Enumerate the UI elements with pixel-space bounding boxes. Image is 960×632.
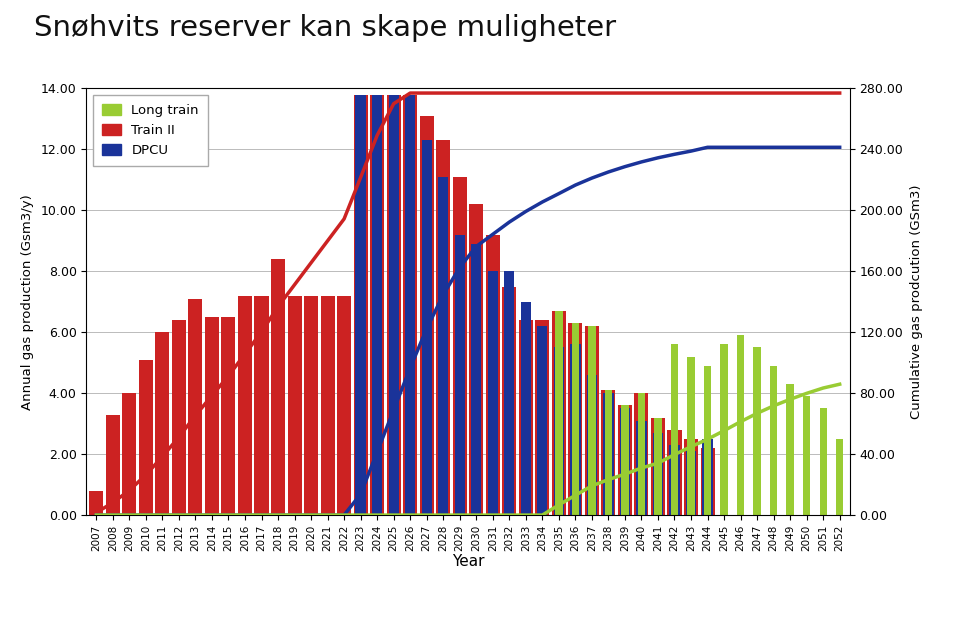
Bar — [518, 320, 533, 515]
Bar — [188, 299, 203, 515]
Bar — [737, 336, 744, 515]
Bar — [618, 405, 632, 515]
Bar — [304, 296, 318, 515]
Bar — [605, 390, 612, 515]
Bar — [337, 296, 351, 515]
Bar — [754, 348, 760, 515]
Bar — [685, 451, 696, 515]
Bar — [271, 259, 285, 515]
Bar — [704, 366, 711, 515]
Bar — [455, 234, 465, 515]
Bar — [89, 490, 104, 515]
Bar — [421, 140, 432, 515]
Bar — [568, 323, 583, 515]
Bar — [389, 95, 398, 515]
Bar — [502, 286, 516, 515]
Bar — [353, 95, 368, 515]
Text: Statoil: Statoil — [840, 598, 907, 616]
Bar — [621, 405, 629, 515]
Bar — [636, 421, 647, 515]
Bar — [703, 439, 712, 515]
Bar — [635, 393, 648, 515]
Bar — [820, 408, 827, 515]
Bar — [403, 95, 418, 515]
Bar — [603, 393, 613, 515]
Bar — [106, 415, 120, 515]
Legend: Long train, Train II, DPCU: Long train, Train II, DPCU — [93, 95, 208, 166]
Bar — [156, 332, 169, 515]
Bar — [669, 445, 680, 515]
Bar — [667, 430, 682, 515]
Text: 19: 19 — [24, 600, 41, 614]
Bar — [254, 296, 269, 515]
X-axis label: Year: Year — [452, 554, 484, 569]
Bar — [355, 95, 366, 515]
Bar — [469, 204, 483, 515]
Bar — [321, 296, 335, 515]
Bar — [372, 95, 382, 515]
Bar — [637, 393, 645, 515]
Bar — [371, 95, 384, 515]
Bar — [555, 311, 563, 515]
Bar — [585, 326, 599, 515]
Bar — [453, 177, 467, 515]
Bar — [405, 95, 416, 515]
Bar — [387, 95, 400, 515]
Bar — [836, 439, 843, 515]
Bar — [420, 116, 434, 515]
Bar — [786, 384, 794, 515]
Bar — [538, 326, 547, 515]
Bar — [572, 323, 579, 515]
Bar — [687, 356, 695, 515]
Bar — [504, 271, 515, 515]
Bar — [720, 344, 728, 515]
Bar — [684, 439, 698, 515]
Bar — [653, 433, 663, 515]
Y-axis label: Annual gas production (Gsm3/y): Annual gas production (Gsm3/y) — [21, 194, 34, 410]
Bar — [588, 326, 595, 515]
Bar — [486, 234, 500, 515]
Bar — [620, 408, 630, 515]
Bar — [570, 344, 581, 515]
Bar — [770, 366, 778, 515]
Bar — [552, 311, 565, 515]
Bar — [139, 360, 153, 515]
Bar — [204, 317, 219, 515]
Bar — [601, 390, 615, 515]
Y-axis label: Cumulative gas prodcution (GSm3): Cumulative gas prodcution (GSm3) — [910, 185, 924, 419]
Bar — [222, 317, 235, 515]
Bar — [520, 301, 531, 515]
Bar — [655, 418, 661, 515]
Bar — [536, 320, 549, 515]
Text: Snøhvits reserver kan skape muligheter: Snøhvits reserver kan skape muligheter — [34, 14, 615, 42]
Bar — [803, 396, 810, 515]
Bar — [671, 344, 678, 515]
Bar — [288, 296, 301, 515]
Bar — [554, 348, 564, 515]
Bar — [701, 448, 714, 515]
Bar — [172, 320, 186, 515]
Bar — [238, 296, 252, 515]
Bar — [488, 271, 498, 515]
Bar — [438, 177, 448, 515]
Bar — [587, 375, 597, 515]
Bar — [471, 244, 481, 515]
Bar — [436, 140, 450, 515]
Bar — [651, 418, 665, 515]
Bar — [122, 393, 136, 515]
